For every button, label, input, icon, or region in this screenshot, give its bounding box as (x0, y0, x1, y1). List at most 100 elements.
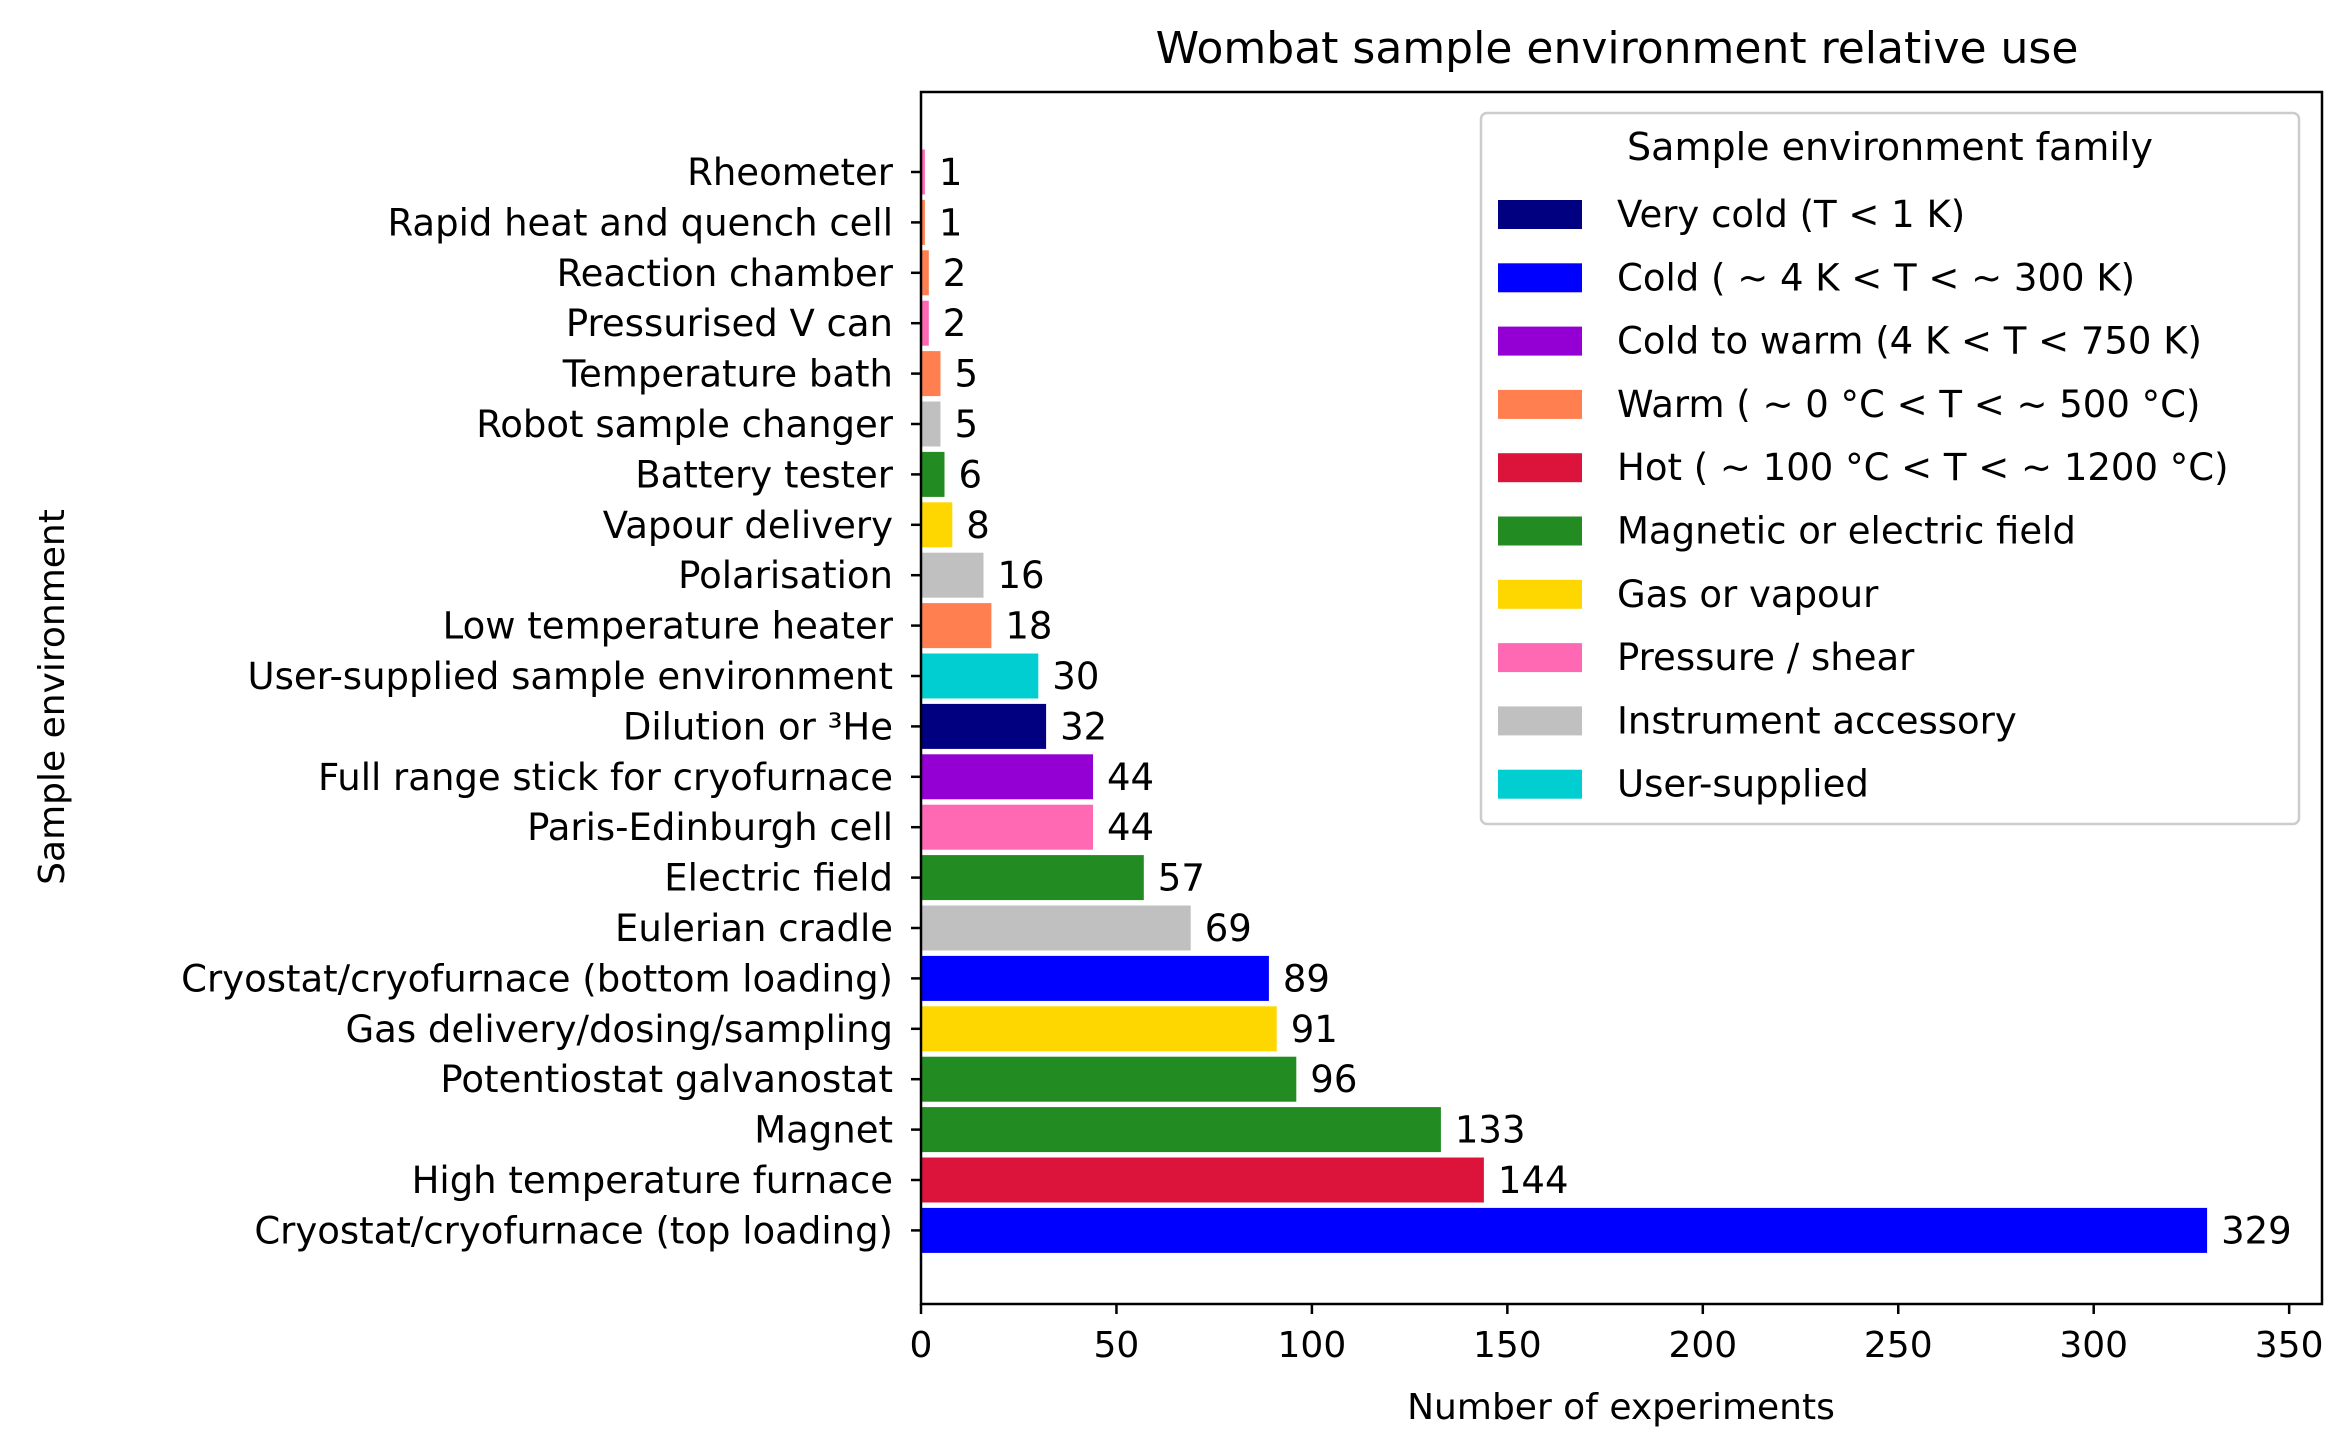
value-label: 329 (2221, 1209, 2292, 1252)
x-tick-label: 350 (2255, 1325, 2324, 1366)
bar (921, 754, 1093, 800)
bar (921, 250, 929, 296)
y-tick-label: User-supplied sample environment (247, 655, 893, 698)
y-tick-label: Pressurised V can (566, 302, 893, 345)
y-tick-label: Dilution or ³He (623, 705, 893, 748)
bar (921, 905, 1191, 951)
legend-title: Sample environment family (1627, 125, 2153, 169)
legend-label: Cold to warm (4 K < T < 750 K) (1617, 320, 2202, 363)
bar (921, 855, 1144, 901)
y-tick-label: Low temperature heater (443, 605, 894, 648)
x-tick-label: 200 (1668, 1325, 1737, 1366)
legend-label: Pressure / shear (1617, 636, 1915, 679)
legend-swatch (1498, 453, 1582, 483)
value-label: 144 (1498, 1159, 1569, 1202)
y-tick-label: Gas delivery/dosing/sampling (346, 1008, 893, 1051)
x-tick-label: 100 (1278, 1325, 1347, 1366)
legend-label: User-supplied (1617, 763, 1869, 806)
value-label: 44 (1107, 756, 1154, 799)
legend-swatch (1498, 706, 1582, 736)
legend-swatch (1498, 579, 1582, 609)
bar (921, 351, 941, 397)
bar (921, 300, 929, 346)
legend-swatch (1498, 263, 1582, 293)
bar (921, 804, 1093, 850)
bar (921, 1207, 2208, 1253)
y-tick-label: High temperature furnace (412, 1159, 893, 1202)
bar (921, 603, 992, 649)
bar (921, 199, 925, 245)
value-label: 5 (955, 353, 979, 396)
y-tick-label: Cryostat/cryofurnace (top loading) (254, 1209, 893, 1252)
bar (921, 1107, 1441, 1153)
legend-swatch (1498, 326, 1582, 356)
value-label: 32 (1060, 705, 1107, 748)
y-tick-label: Rheometer (687, 151, 894, 194)
y-tick-label: Electric field (664, 857, 893, 900)
x-tick-label: 150 (1473, 1325, 1542, 1366)
legend-swatch (1498, 769, 1582, 799)
legend-label: Magnetic or electric field (1617, 510, 2076, 553)
y-axis-label: Sample environment (32, 509, 73, 885)
y-tick-label: Robot sample changer (476, 403, 894, 446)
legend-label: Gas or vapour (1617, 573, 1879, 616)
bar (921, 653, 1039, 699)
bar (921, 149, 925, 195)
legend-label: Very cold (T < 1 K) (1617, 193, 1965, 236)
x-tick-label: 250 (1864, 1325, 1933, 1366)
plot-frame (919, 90, 2324, 1306)
x-axis-label: Number of experiments (1407, 1387, 1835, 1428)
value-label: 44 (1107, 806, 1154, 849)
value-label: 69 (1205, 907, 1252, 950)
x-tick-label: 0 (910, 1325, 933, 1366)
y-tick-label: Battery tester (635, 453, 894, 496)
y-tick-label: Cryostat/cryofurnace (bottom loading) (181, 957, 893, 1000)
y-tick-label: Paris-Edinburgh cell (527, 806, 893, 849)
bar (921, 1056, 1297, 1102)
legend-frame (1479, 111, 2301, 826)
legend-swatch (1498, 516, 1582, 546)
value-label: 16 (998, 554, 1045, 597)
value-label: 2 (943, 252, 967, 295)
value-label: 30 (1052, 655, 1099, 698)
value-label: 133 (1455, 1109, 1526, 1152)
legend-label: Hot ( ~ 100 °C < T < ~ 1200 °C) (1617, 446, 2229, 489)
y-tick-label: Polarisation (678, 554, 893, 597)
bars-group (921, 149, 2208, 1253)
value-label: 96 (1310, 1058, 1357, 1101)
x-ticks: 0 50 100 150 200 250 300 350 (910, 1304, 2324, 1366)
bar (921, 502, 953, 548)
y-tick-label: Vapour delivery (603, 504, 893, 547)
chart-title: Wombat sample environment relative use (1156, 23, 2079, 74)
legend-label: Cold ( ~ 4 K < T < ~ 300 K) (1617, 256, 2135, 299)
value-label: 1 (939, 201, 963, 244)
y-tick-label: Rapid heat and quench cell (388, 201, 893, 244)
value-label: 91 (1291, 1008, 1338, 1051)
y-tick-label: Full range stick for cryofurnace (318, 756, 893, 799)
bar (921, 955, 1269, 1001)
value-label: 1 (939, 151, 963, 194)
legend-swatch (1498, 643, 1582, 673)
value-label: 8 (966, 504, 990, 547)
value-label: 57 (1158, 857, 1205, 900)
x-tick-label: 300 (2059, 1325, 2128, 1366)
bar (921, 1006, 1277, 1052)
value-label: 18 (1005, 605, 1052, 648)
bar (921, 401, 941, 447)
y-tick-labels: Rheometer Rapid heat and quench cell React… (181, 151, 921, 1252)
bar (921, 1157, 1484, 1203)
y-tick-label: Reaction chamber (557, 252, 894, 295)
legend-label: Instrument accessory (1617, 699, 2017, 742)
y-tick-label: Potentiostat galvanostat (440, 1058, 893, 1101)
bar (921, 552, 984, 598)
legend-label: Warm ( ~ 0 °C < T < ~ 500 °C) (1617, 383, 2200, 426)
value-label: 89 (1283, 957, 1330, 1000)
y-tick-label: Magnet (754, 1109, 893, 1152)
bar (921, 703, 1047, 749)
legend-swatch (1498, 389, 1582, 419)
bar (921, 451, 945, 497)
y-tick-label: Eulerian cradle (615, 907, 893, 950)
value-label: 5 (955, 403, 979, 446)
